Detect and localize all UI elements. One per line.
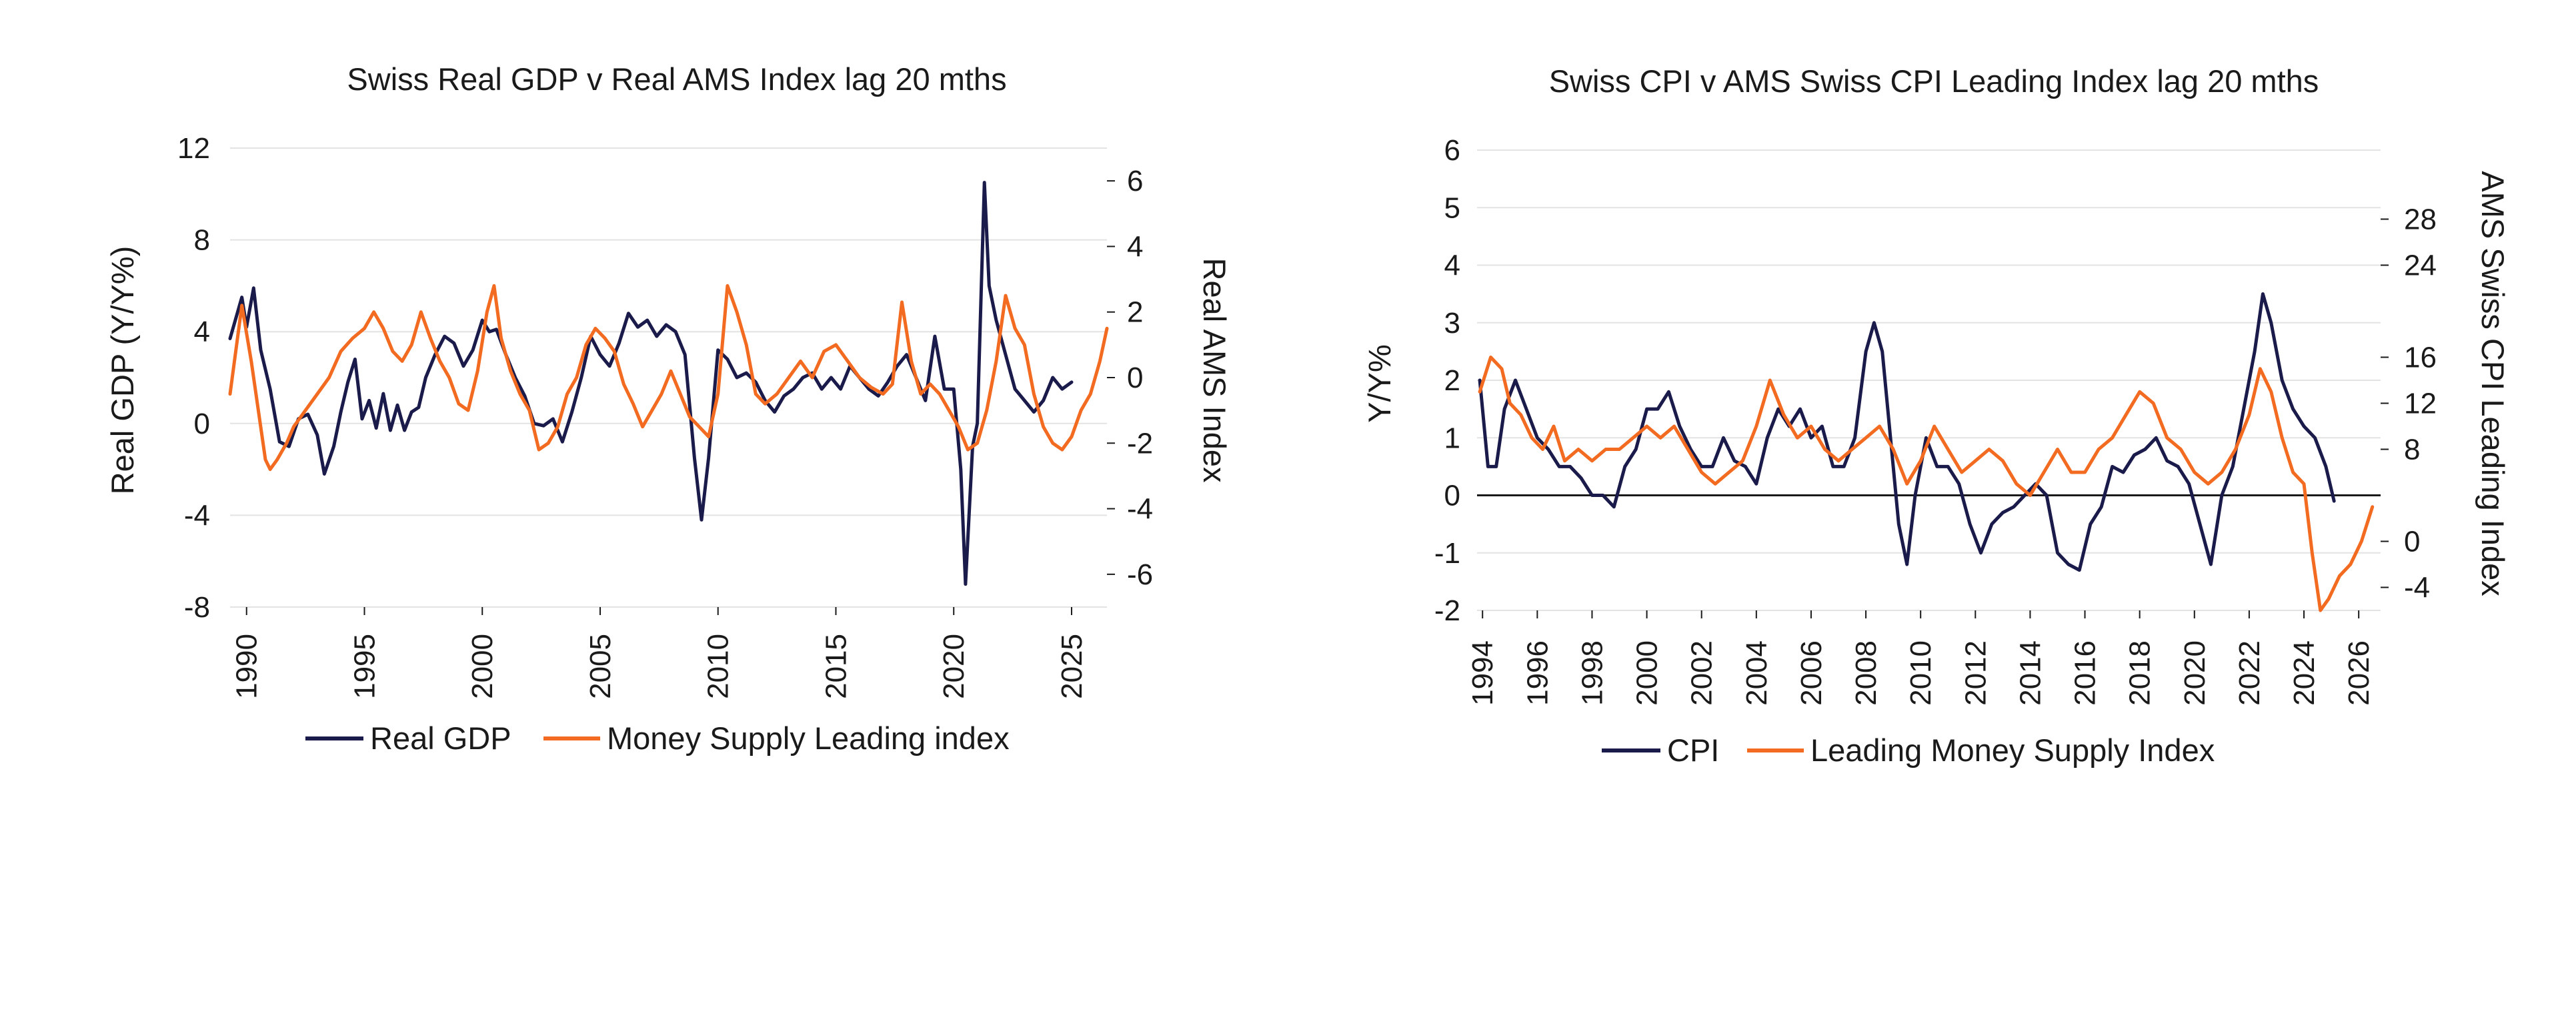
chart2-y-axis-label: Y/Y% (1362, 344, 1397, 423)
y-tick-label: 6 (1444, 134, 1460, 167)
chart2-x-axis: 1994 1996 1998 2000 2002 2004 2006 2008 2010 2012… (1466, 610, 2375, 706)
y-tick-label: 4 (194, 316, 210, 348)
chart1-y2-axis-label: Real AMS Index (1197, 258, 1232, 482)
chart1-left-axis: 12 8 4 0 -4 -8 (177, 132, 210, 624)
x-tick-label: 1990 (231, 634, 263, 699)
y-tick-label: 4 (1444, 249, 1460, 282)
x-tick-label: 2020 (2179, 640, 2211, 706)
y2-tick-label: -4 (1127, 493, 1153, 526)
chart2-left-axis: 6 5 4 3 2 1 0 -1 -2 (1434, 134, 1460, 627)
x-tick-label: 1994 (1466, 640, 1499, 706)
y-tick-label: 5 (1444, 191, 1460, 224)
chart1-right-axis: 6 4 2 0 -2 -4 -6 (1107, 165, 1153, 591)
y2-tick-label: 2 (1127, 296, 1143, 329)
chart2-gridlines (1477, 149, 2381, 611)
y2-tick-label: 4 (1127, 230, 1143, 263)
y2-tick-label: 16 (2404, 342, 2437, 374)
chart-cpi-leading: Swiss CPI v AMS Swiss CPI Leading Index … (1362, 63, 2511, 768)
y-tick-label: 1 (1444, 422, 1460, 454)
y-tick-label: 8 (194, 224, 210, 257)
chart2-title: Swiss CPI v AMS Swiss CPI Leading Index … (1549, 63, 2319, 99)
y-tick-label: -8 (184, 591, 210, 624)
x-tick-label: 2025 (1056, 634, 1088, 699)
x-tick-label: 2024 (2288, 640, 2321, 706)
x-tick-label: 2008 (1850, 640, 1882, 706)
y2-tick-label: 0 (2404, 526, 2420, 558)
x-tick-label: 2022 (2233, 640, 2266, 706)
x-tick-label: 2014 (2014, 640, 2047, 706)
y2-tick-label: -4 (2404, 572, 2430, 604)
legend-label-real-gdp: Real GDP (370, 720, 511, 756)
legend-label-cpi: CPI (1667, 732, 1719, 768)
x-tick-label: 2005 (584, 634, 617, 699)
x-tick-label: 2026 (2343, 640, 2375, 706)
y2-tick-label: 24 (2404, 249, 2437, 282)
series-line-leading-money-supply-index (1478, 356, 2375, 612)
x-tick-label: 2006 (1795, 640, 1828, 706)
y2-tick-label: -2 (1127, 427, 1153, 460)
y-tick-label: 3 (1444, 307, 1460, 340)
chart1-title: Swiss Real GDP v Real AMS Index lag 20 m… (347, 61, 1006, 97)
y2-tick-label: 12 (2404, 388, 2437, 420)
chart1-legend: Real GDP Money Supply Leading index (305, 720, 1010, 756)
x-tick-label: 2010 (702, 634, 735, 699)
x-tick-label: 1998 (1576, 640, 1608, 706)
series-line-real-gdp (228, 181, 1074, 586)
y2-tick-label: -6 (1127, 558, 1153, 591)
y-tick-label: 2 (1444, 364, 1460, 397)
series-line-cpi (1478, 292, 2336, 572)
y-tick-label: -4 (184, 499, 210, 532)
x-tick-label: 2002 (1686, 640, 1718, 706)
chart1-x-axis: 1990 1995 2000 2005 2010 2015 2020 2025 (231, 607, 1088, 699)
legend-label-leading-money-supply: Leading Money Supply Index (1810, 732, 2215, 768)
x-tick-label: 2000 (1631, 640, 1664, 706)
x-tick-label: 2016 (2069, 640, 2102, 706)
chart1-y-axis-label: Real GDP (Y/Y%) (105, 246, 140, 495)
series-line-money-supply-leading-index (228, 284, 1109, 472)
y2-tick-label: 28 (2404, 203, 2437, 236)
y2-tick-label: 0 (1127, 362, 1143, 394)
y2-tick-label: 8 (2404, 434, 2420, 466)
x-tick-label: 2010 (1904, 640, 1937, 706)
chart2-right-axis: 28 24 16 12 8 0 -4 (2381, 203, 2437, 604)
x-tick-label: 2000 (466, 634, 499, 699)
y-tick-label: -2 (1434, 594, 1460, 627)
chart2-legend: CPI Leading Money Supply Index (1602, 732, 2215, 768)
chart2-series (1478, 292, 2375, 612)
x-tick-label: 2012 (1959, 640, 1992, 706)
x-tick-label: 2020 (938, 634, 970, 699)
y2-tick-label: 6 (1127, 165, 1143, 197)
y-tick-label: 12 (177, 132, 210, 165)
chart-gdp-ams: Swiss Real GDP v Real AMS Index lag 20 m… (105, 61, 1232, 756)
y-tick-label: 0 (1444, 480, 1460, 512)
x-tick-label: 2004 (1740, 640, 1773, 706)
x-tick-label: 2015 (820, 634, 852, 699)
x-tick-label: 1996 (1521, 640, 1554, 706)
chart1-series (228, 181, 1109, 586)
y-tick-label: -1 (1434, 537, 1460, 570)
y-tick-label: 0 (194, 408, 210, 440)
x-tick-label: 1995 (348, 634, 381, 699)
x-tick-label: 2018 (2124, 640, 2157, 706)
chart2-y2-axis-label: AMS Swiss CPI Leading Index (2475, 171, 2511, 596)
legend-label-money-supply: Money Supply Leading index (607, 720, 1010, 756)
